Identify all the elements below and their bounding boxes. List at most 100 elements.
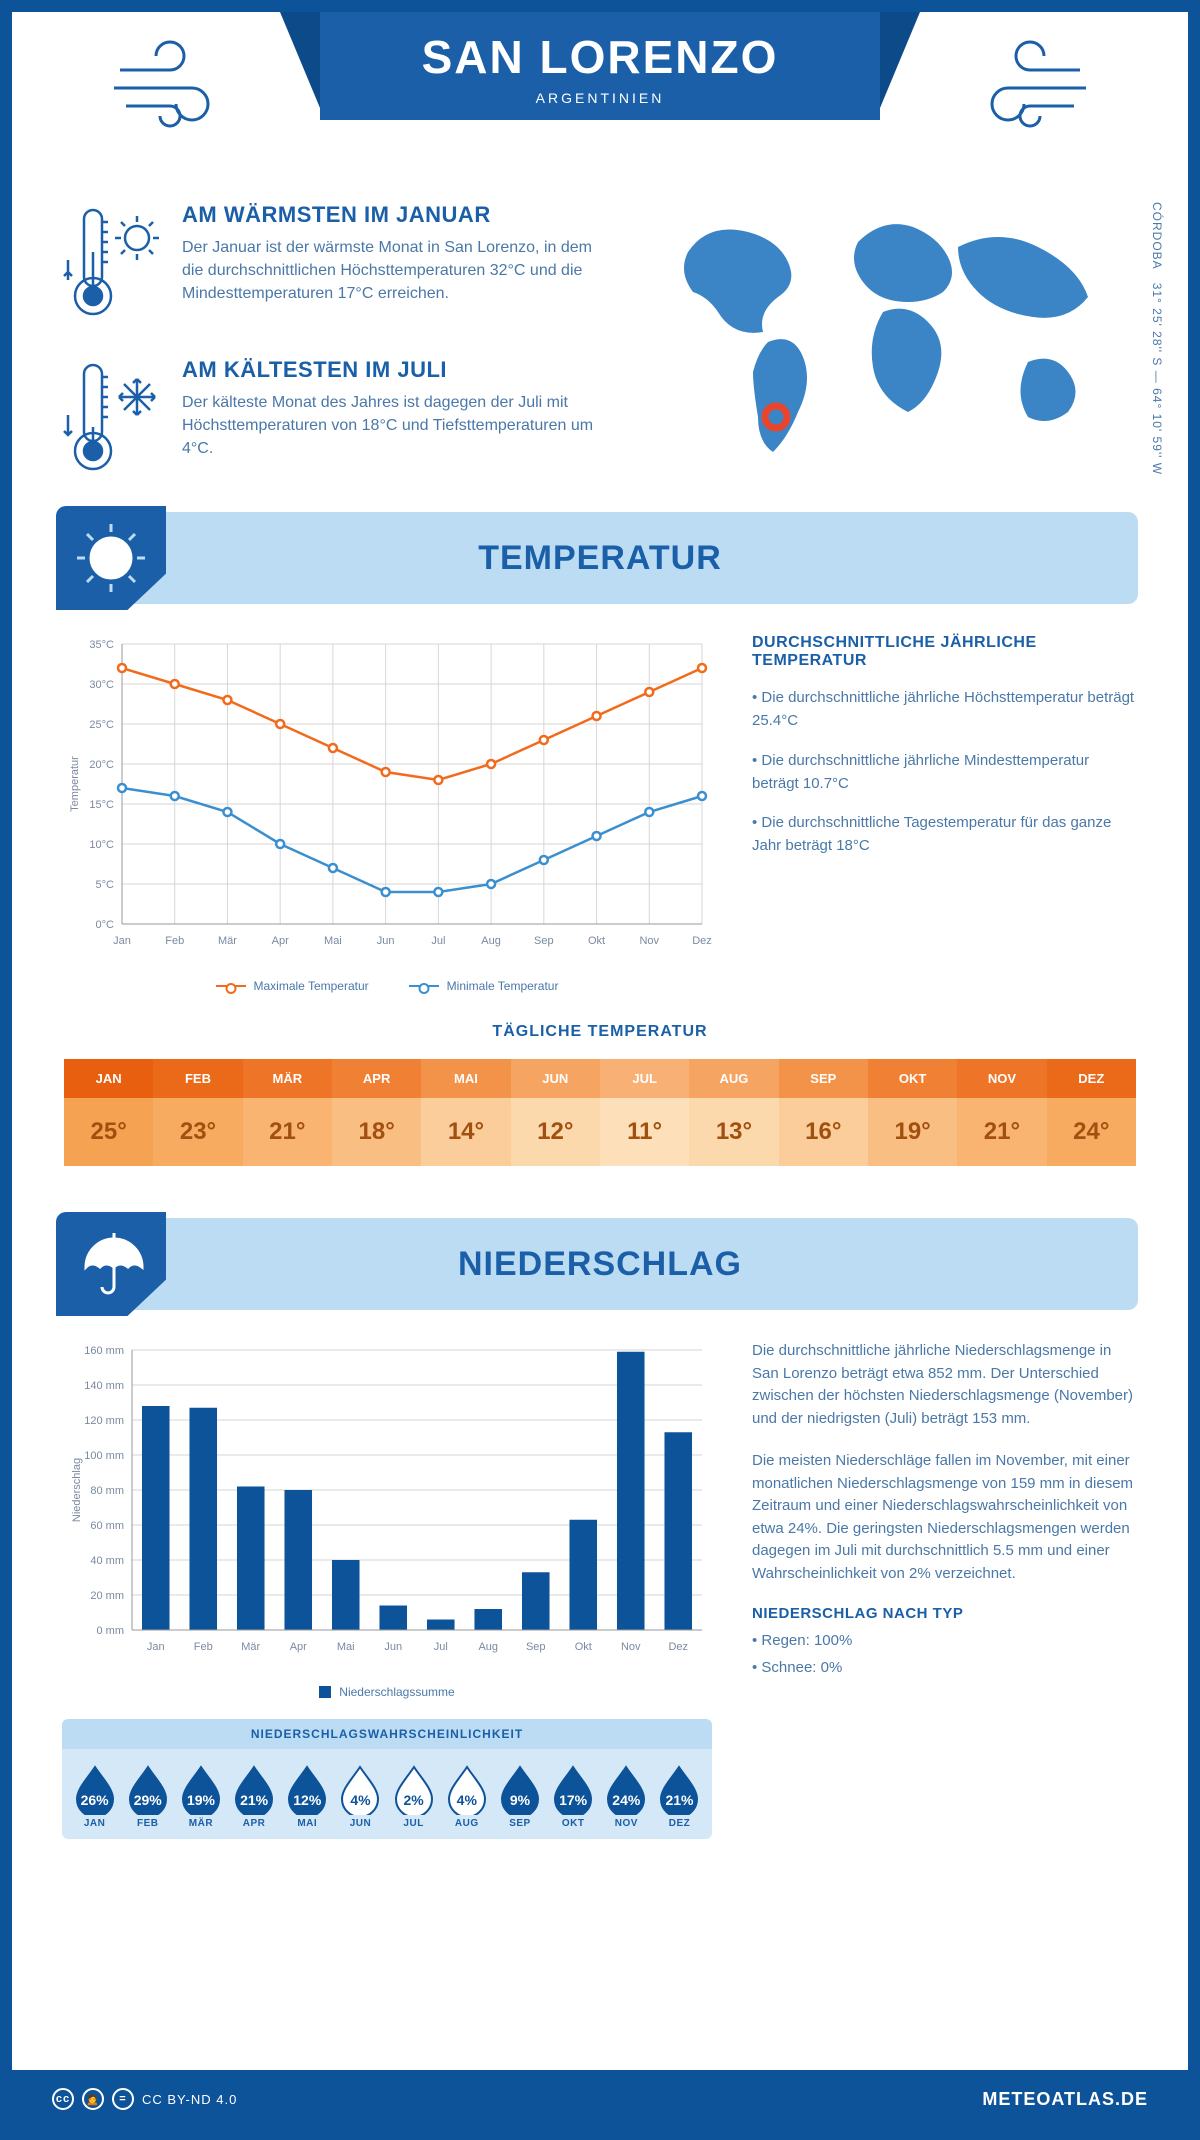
- title-ribbon: SAN LORENZO ARGENTINIEN: [320, 12, 880, 120]
- prob-cell: 4% AUG: [440, 1763, 493, 1829]
- daily-cell: MÄR21°: [243, 1059, 332, 1166]
- prob-cell: 17% OKT: [547, 1763, 600, 1829]
- svg-text:100 mm: 100 mm: [84, 1450, 124, 1462]
- svg-text:160 mm: 160 mm: [84, 1345, 124, 1357]
- svg-text:20°C: 20°C: [89, 759, 114, 771]
- svg-text:Jul: Jul: [434, 1641, 448, 1653]
- svg-text:Jul: Jul: [431, 935, 445, 947]
- fact-warm-title: AM WÄRMSTEN IM JANUAR: [182, 202, 602, 228]
- svg-text:40 mm: 40 mm: [90, 1555, 124, 1567]
- svg-text:Jun: Jun: [377, 935, 395, 947]
- daily-cell: SEP16°: [779, 1059, 868, 1166]
- svg-text:Apr: Apr: [272, 935, 289, 947]
- precip-type-snow: • Schnee: 0%: [752, 1657, 1138, 1680]
- wind-icon-right: [968, 40, 1088, 135]
- svg-text:Jan: Jan: [147, 1641, 165, 1653]
- brand-label: METEOATLAS.DE: [982, 2089, 1148, 2110]
- svg-text:Dez: Dez: [692, 935, 712, 947]
- precip-banner: NIEDERSCHLAG: [62, 1218, 1138, 1310]
- prob-cell: 12% MAI: [281, 1763, 334, 1829]
- precip-heading: NIEDERSCHLAG: [62, 1218, 1138, 1310]
- temperature-summary: DURCHSCHNITTLICHE JÄHRLICHE TEMPERATUR •…: [752, 634, 1138, 993]
- page-subtitle: ARGENTINIEN: [320, 90, 880, 106]
- svg-text:Mai: Mai: [337, 1641, 355, 1653]
- svg-text:5°C: 5°C: [96, 879, 115, 891]
- svg-text:20 mm: 20 mm: [90, 1590, 124, 1602]
- svg-text:Temperatur: Temperatur: [69, 756, 81, 812]
- header: SAN LORENZO ARGENTINIEN: [62, 12, 1138, 192]
- svg-text:35°C: 35°C: [89, 639, 114, 651]
- temp-summary-p2: • Die durchschnittliche jährliche Mindes…: [752, 749, 1138, 796]
- svg-text:Niederschlag: Niederschlag: [71, 1458, 83, 1522]
- precip-p2: Die meisten Niederschläge fallen im Nove…: [752, 1450, 1138, 1585]
- svg-text:10°C: 10°C: [89, 839, 114, 851]
- nd-icon: =: [112, 2088, 134, 2110]
- svg-text:Okt: Okt: [588, 935, 605, 947]
- svg-text:60 mm: 60 mm: [90, 1520, 124, 1532]
- svg-text:Mär: Mär: [241, 1641, 260, 1653]
- precip-bar-chart: 0 mm20 mm40 mm60 mm80 mm100 mm120 mm140 …: [62, 1340, 712, 1699]
- svg-text:Apr: Apr: [290, 1641, 307, 1653]
- svg-text:80 mm: 80 mm: [90, 1485, 124, 1497]
- temp-summary-p3: • Die durchschnittliche Tagestemperatur …: [752, 811, 1138, 858]
- svg-text:120 mm: 120 mm: [84, 1415, 124, 1427]
- temperature-banner: TEMPERATUR: [62, 512, 1138, 604]
- prob-cell: 26% JAN: [68, 1763, 121, 1829]
- temp-chart-legend: Maximale Temperatur Minimale Temperatur: [62, 979, 712, 993]
- cc-icon: cc: [52, 2088, 74, 2110]
- fact-cold-body: Der kälteste Monat des Jahres ist dagege…: [182, 391, 602, 461]
- temp-summary-heading: DURCHSCHNITTLICHE JÄHRLICHE TEMPERATUR: [752, 634, 1138, 670]
- precip-p1: Die durchschnittliche jährliche Niedersc…: [752, 1340, 1138, 1430]
- footer: cc 🙍 = CC BY-ND 4.0 METEOATLAS.DE: [12, 2070, 1188, 2128]
- daily-cell: OKT19°: [868, 1059, 957, 1166]
- fact-warmest: AM WÄRMSTEN IM JANUAR Der Januar ist der…: [62, 202, 628, 327]
- prob-cell: 24% NOV: [600, 1763, 653, 1829]
- prob-cell: 9% SEP: [493, 1763, 546, 1829]
- facts-row: AM WÄRMSTEN IM JANUAR Der Januar ist der…: [62, 202, 1138, 482]
- daily-cell: MAI14°: [421, 1059, 510, 1166]
- svg-text:15°C: 15°C: [89, 799, 114, 811]
- daily-temp-heading: TÄGLICHE TEMPERATUR: [62, 1023, 1138, 1041]
- temperature-line-chart: 0°C5°C10°C15°C20°C25°C30°C35°CJanFebMärA…: [62, 634, 712, 993]
- precip-prob-heading: NIEDERSCHLAGSWAHRSCHEINLICHKEIT: [62, 1719, 712, 1749]
- thermometer-sun-icon: [62, 202, 162, 327]
- precip-type-heading: NIEDERSCHLAG NACH TYP: [752, 1605, 1138, 1622]
- precip-summary: Die durchschnittliche jährliche Niedersc…: [752, 1340, 1138, 1839]
- world-map: CÓRDOBA 31° 25' 28'' S — 64° 10' 59'' W: [658, 202, 1138, 482]
- svg-text:Dez: Dez: [668, 1641, 688, 1653]
- page-title: SAN LORENZO: [320, 30, 880, 84]
- svg-text:Feb: Feb: [165, 935, 184, 947]
- coordinates-label: CÓRDOBA 31° 25' 28'' S — 64° 10' 59'' W: [1150, 202, 1164, 475]
- svg-text:Mär: Mär: [218, 935, 237, 947]
- wind-icon-left: [112, 40, 232, 135]
- license: cc 🙍 = CC BY-ND 4.0: [52, 2088, 237, 2110]
- prob-cell: 21% APR: [228, 1763, 281, 1829]
- svg-text:Nov: Nov: [639, 935, 659, 947]
- precip-type-rain: • Regen: 100%: [752, 1630, 1138, 1653]
- svg-text:30°C: 30°C: [89, 679, 114, 691]
- daily-cell: JAN25°: [64, 1059, 153, 1166]
- prob-cell: 4% JUN: [334, 1763, 387, 1829]
- svg-text:Jun: Jun: [384, 1641, 402, 1653]
- svg-text:Feb: Feb: [194, 1641, 213, 1653]
- svg-text:Nov: Nov: [621, 1641, 641, 1653]
- svg-text:Sep: Sep: [534, 935, 554, 947]
- prob-cell: 19% MÄR: [174, 1763, 227, 1829]
- daily-cell: AUG13°: [689, 1059, 778, 1166]
- daily-cell: JUL11°: [600, 1059, 689, 1166]
- svg-text:25°C: 25°C: [89, 719, 114, 731]
- svg-text:Aug: Aug: [478, 1641, 498, 1653]
- svg-text:Okt: Okt: [575, 1641, 592, 1653]
- svg-text:0°C: 0°C: [96, 919, 115, 931]
- by-icon: 🙍: [82, 2088, 104, 2110]
- prob-cell: 2% JUL: [387, 1763, 440, 1829]
- fact-coldest: AM KÄLTESTEN IM JULI Der kälteste Monat …: [62, 357, 628, 482]
- prob-cell: 21% DEZ: [653, 1763, 706, 1829]
- precip-prob-row: 26% JAN 29% FEB 19% MÄR 21% APR 12% MAI: [62, 1749, 712, 1839]
- fact-warm-body: Der Januar ist der wärmste Monat in San …: [182, 236, 602, 306]
- prob-cell: 29% FEB: [121, 1763, 174, 1829]
- daily-cell: DEZ24°: [1047, 1059, 1136, 1166]
- svg-text:Mai: Mai: [324, 935, 342, 947]
- daily-cell: APR18°: [332, 1059, 421, 1166]
- svg-text:Aug: Aug: [481, 935, 501, 947]
